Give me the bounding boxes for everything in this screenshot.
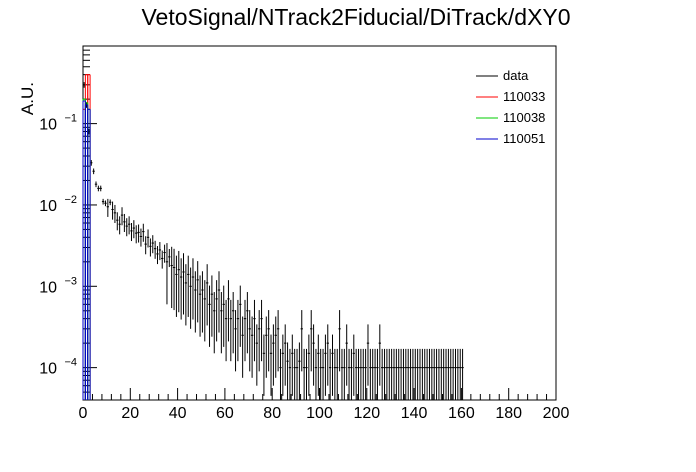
series-110038 (82, 98, 91, 400)
y-axis-label: A.U. (18, 82, 37, 115)
y-tick-label: 10 (39, 117, 57, 134)
x-tick-label: 40 (169, 405, 187, 422)
x-tick-label: 160 (448, 405, 475, 422)
y-tick-exponent: −1 (64, 113, 77, 125)
x-tick-label: 20 (121, 405, 139, 422)
y-tick-exponent: −2 (64, 194, 77, 206)
x-tick-label: 80 (263, 405, 281, 422)
legend-entry-data: data (503, 68, 529, 83)
y-axis: 10 −1 10 −2 10 −3 10 −4 (39, 45, 97, 401)
chart-title: VetoSignal/NTrack2Fiducial/DiTrack/dXY0 (141, 4, 570, 30)
series-110051 (82, 100, 91, 400)
y-tick-label: 10 (39, 279, 57, 296)
y-tick-label: 10 (39, 361, 57, 378)
plot-frame (82, 45, 557, 401)
y-tick-exponent: −4 (64, 357, 77, 369)
legend-entry-110051: 110051 (503, 131, 545, 146)
x-tick-label: 120 (353, 405, 380, 422)
x-tick-label: 200 (543, 405, 570, 422)
series-data (83, 82, 464, 400)
y-tick-exponent: −3 (64, 275, 77, 287)
x-tick-label: 100 (306, 405, 333, 422)
legend-entry-110038: 110038 (503, 110, 545, 125)
x-tick-label: 0 (79, 405, 88, 422)
x-tick-label: 60 (216, 405, 234, 422)
legend-entry-110033: 110033 (503, 89, 545, 104)
x-tick-label: 180 (495, 405, 522, 422)
legend: data 110033 110038 110051 (476, 68, 545, 146)
x-tick-label: 140 (401, 405, 428, 422)
plot-frame-rect (82, 45, 557, 401)
x-axis: 0 20 40 60 80 100 120 140 160 180 200 (79, 388, 570, 422)
series-layer (82, 74, 464, 400)
y-tick-label: 10 (39, 198, 57, 215)
